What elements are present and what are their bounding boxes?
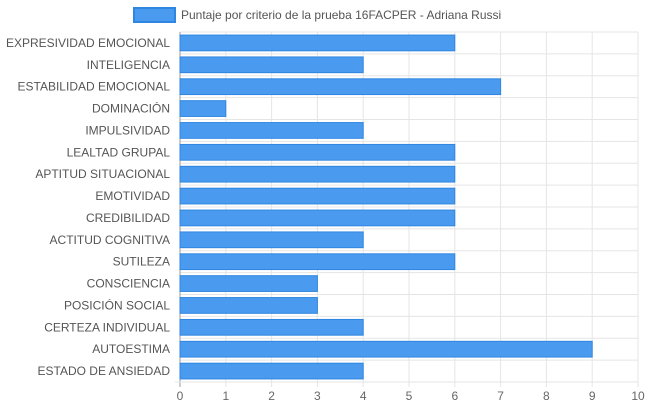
- category-label: DOMINACIÓN: [92, 101, 170, 116]
- x-tick-label: 8: [543, 389, 550, 403]
- bar[interactable]: [179, 165, 456, 183]
- x-tick-label: 7: [497, 389, 504, 403]
- x-tick-label: 3: [314, 389, 321, 403]
- x-tick-label: 6: [451, 389, 458, 403]
- x-tick-label: 2: [268, 389, 275, 403]
- category-labels: EXPRESIVIDAD EMOCIONAL INTELIGENCIA ESTABI…: [6, 36, 170, 378]
- bar[interactable]: [179, 78, 502, 96]
- x-axis-tick-labels: 0 1 2 3 4 5 6 7 8 9 10: [177, 389, 645, 403]
- bar[interactable]: [179, 297, 318, 314]
- category-label: EMOTIVIDAD: [95, 189, 170, 203]
- legend-label[interactable]: Puntaje por criterio de la prueba 16FACP…: [181, 8, 501, 22]
- category-label: EXPRESIVIDAD EMOCIONAL: [6, 36, 170, 50]
- category-label: IMPULSIVIDAD: [85, 123, 170, 137]
- category-label: CERTEZA INDIVIDUAL: [44, 320, 170, 334]
- category-label: SUTILEZA: [113, 255, 170, 269]
- bar[interactable]: [179, 34, 456, 52]
- x-tick-label: 9: [589, 389, 596, 403]
- category-label: CREDIBILIDAD: [86, 211, 170, 225]
- bar[interactable]: [179, 231, 364, 249]
- bar[interactable]: [179, 100, 227, 117]
- bar[interactable]: [179, 187, 456, 205]
- chart-legend[interactable]: Puntaje por criterio de la prueba 16FACP…: [133, 7, 501, 23]
- category-label: AUTOESTIMA: [92, 342, 170, 356]
- x-tick-label: 0: [177, 389, 184, 403]
- chart-grid: [175, 31, 639, 387]
- bar[interactable]: [179, 318, 364, 336]
- category-label: ESTABILIDAD EMOCIONAL: [18, 80, 171, 94]
- bar[interactable]: [179, 209, 456, 227]
- x-tick-label: 1: [222, 389, 229, 403]
- category-label: LEALTAD GRUPAL: [67, 145, 171, 159]
- category-label: APTITUD SITUACIONAL: [35, 167, 170, 181]
- x-tick-label: 10: [631, 389, 645, 403]
- bar[interactable]: [179, 340, 593, 358]
- bar[interactable]: [179, 362, 364, 380]
- category-label: CONSCIENCIA: [87, 277, 170, 291]
- x-tick-label: 4: [360, 389, 367, 403]
- bar[interactable]: [179, 122, 364, 139]
- x-tick-label: 5: [406, 389, 413, 403]
- legend-swatch[interactable]: [133, 7, 176, 23]
- bar[interactable]: [179, 56, 364, 74]
- category-label: POSICIÓN SOCIAL: [64, 297, 170, 312]
- bar[interactable]: [179, 143, 456, 161]
- bar[interactable]: [179, 275, 318, 292]
- category-label: ACTITUD COGNITIVA: [50, 233, 170, 247]
- category-label: ESTADO DE ANSIEDAD: [38, 364, 171, 378]
- chart-bars: [179, 34, 593, 380]
- bar[interactable]: [179, 253, 456, 271]
- category-label: INTELIGENCIA: [87, 58, 170, 72]
